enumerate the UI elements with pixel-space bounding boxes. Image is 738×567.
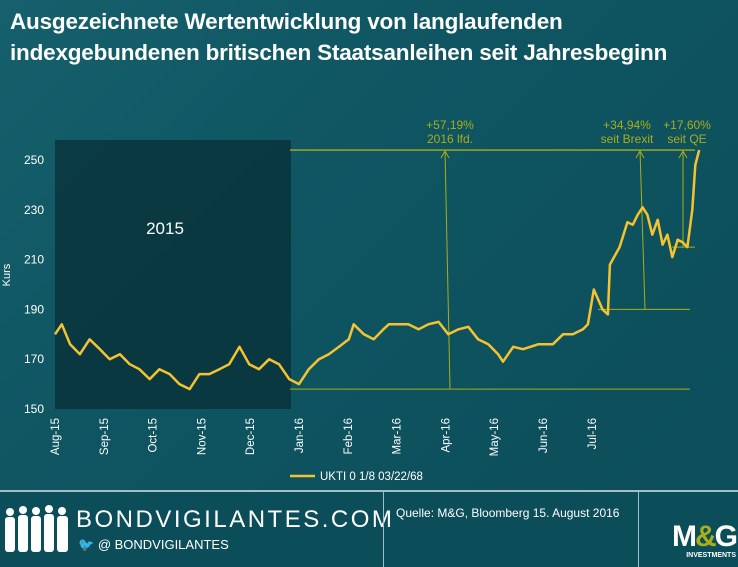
x-tick-label: Jan-16	[294, 418, 306, 453]
y-tick-label: 250	[24, 153, 44, 167]
arrow-head-icon	[678, 150, 688, 159]
y-axis-label: Kurs	[1, 263, 13, 286]
divider	[383, 492, 384, 567]
x-tick-label: May-16	[489, 418, 501, 456]
annotation-arrow	[444, 150, 451, 390]
x-tick-label: Dec-15	[245, 418, 257, 455]
annotation-label: 2016 lfd.	[427, 132, 473, 146]
x-tick-label: Oct-15	[148, 418, 160, 453]
x-tick-label: Mar-16	[392, 418, 404, 454]
series-line-ukti	[53, 149, 701, 391]
annotation-label: seit Brexit	[601, 132, 654, 146]
arrow-head-icon	[635, 150, 645, 159]
x-tick-label: Aug-15	[50, 418, 62, 455]
title-line-2: indexgebundenen britischen Staatsanleihe…	[10, 40, 668, 65]
y-tick-label: 170	[24, 352, 44, 366]
annotation-value: +57,19%	[426, 118, 474, 132]
line-chart: 2015 150 170 190 210 230 250 Aug-15 Sep-15 Oct-1…	[1, 118, 711, 483]
annotation-value: +34,94%	[603, 118, 651, 132]
legend-label: UKTI 0 1/8 03/22/68	[320, 471, 423, 483]
annotation-value: +17,60%	[663, 118, 711, 132]
shaded-period-label: 2015	[146, 219, 184, 238]
twitter-icon: 🐦	[78, 537, 95, 552]
twitter-label: @ BONDVIGILANTES	[97, 537, 229, 552]
x-tick-label: Sep-15	[99, 418, 111, 455]
x-tick-label: Feb-16	[343, 418, 355, 454]
brand-link[interactable]: BONDVIGILANTES.COM	[76, 506, 395, 533]
y-tick-label: 150	[24, 402, 44, 416]
annotation-arrow	[639, 150, 646, 310]
chart-title: Ausgezeichnete Wertentwicklung von langl…	[10, 6, 667, 68]
divider	[638, 492, 639, 567]
x-tick-label: Apr-16	[440, 418, 452, 453]
arrow-head-icon	[440, 150, 450, 159]
x-tick-label: Jun-16	[538, 418, 550, 453]
title-line-1: Ausgezeichnete Wertentwicklung von langl…	[10, 9, 563, 34]
people-silhouettes-icon	[5, 505, 68, 552]
source-note: Quelle: M&G, Bloomberg 15. August 2016	[396, 506, 620, 520]
annotation-label: seit QE	[667, 132, 706, 146]
y-tick-label: 190	[24, 302, 44, 316]
mg-logo: M&G INVESTMENTS	[652, 522, 738, 567]
twitter-handle[interactable]: 🐦 @ BONDVIGILANTES	[78, 537, 229, 553]
x-tick-label: Jul-16	[587, 418, 599, 449]
y-tick-label: 210	[24, 253, 44, 267]
footer: BONDVIGILANTES.COM 🐦 @ BONDVIGILANTES Qu…	[0, 490, 738, 567]
logo-subtext: INVESTMENTS	[686, 552, 736, 559]
y-tick-label: 230	[24, 203, 44, 217]
x-tick-label: Nov-15	[196, 418, 208, 455]
